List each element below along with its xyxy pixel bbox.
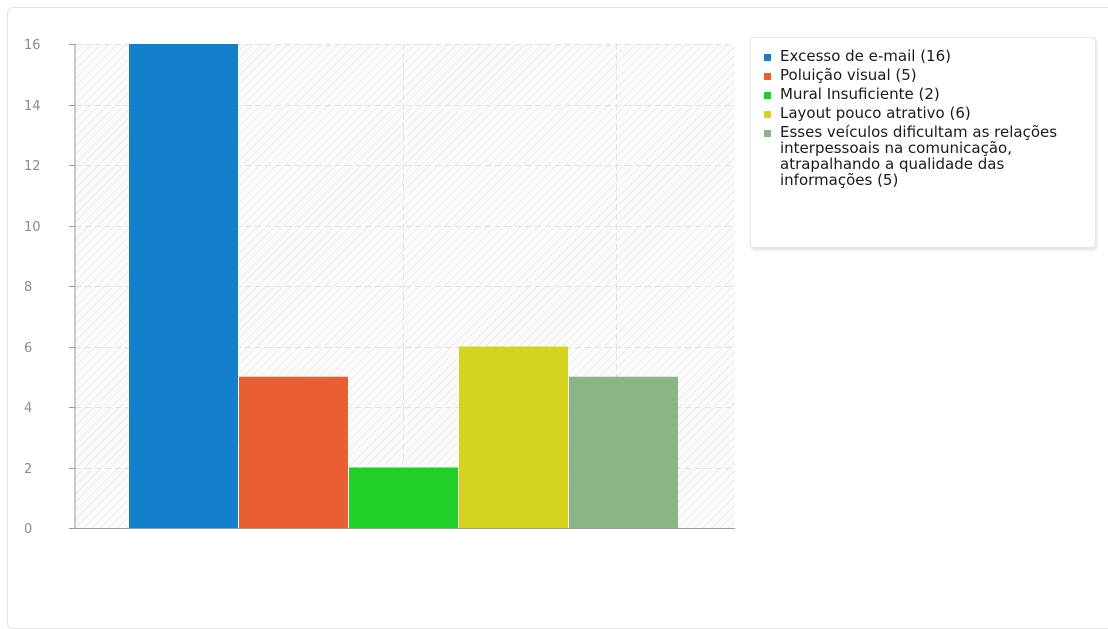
bar[interactable] — [569, 376, 678, 528]
y-tick-label: 8 — [24, 280, 32, 295]
legend-label: Excesso de e-mail (16) — [780, 47, 951, 65]
legend-item[interactable]: Esses veículos dificultam as relações in… — [761, 124, 1087, 188]
y-tick-label: 12 — [24, 159, 41, 174]
y-tick-label: 6 — [24, 341, 32, 356]
legend: Excesso de e-mail (16) Poluição visual (… — [750, 37, 1096, 248]
y-tick-label: 14 — [24, 99, 41, 114]
legend-item[interactable]: Excesso de e-mail (16) — [761, 48, 1087, 64]
bar[interactable] — [349, 467, 458, 529]
legend-swatch — [764, 130, 771, 137]
y-tick-label: 2 — [24, 462, 32, 477]
legend-label: Esses veículos dificultam as relações in… — [780, 123, 1058, 189]
legend-label: Poluição visual (5) — [780, 66, 917, 84]
legend-swatch — [764, 92, 771, 99]
y-tick-label: 0 — [24, 522, 32, 537]
legend-item[interactable]: Mural Insuficiente (2) — [761, 86, 1087, 102]
legend-label: Layout pouco atrativo (6) — [780, 104, 971, 122]
bar[interactable] — [239, 376, 348, 528]
legend-swatch — [764, 111, 771, 118]
legend-label: Mural Insuficiente (2) — [780, 85, 940, 103]
legend-item[interactable]: Layout pouco atrativo (6) — [761, 105, 1087, 121]
bars — [129, 44, 678, 528]
y-tick-label: 16 — [24, 38, 41, 53]
bar[interactable] — [459, 346, 568, 529]
y-tick-label: 10 — [24, 220, 41, 235]
bar[interactable] — [129, 44, 238, 528]
y-tick-label: 4 — [24, 401, 32, 416]
bar-chart: 0 2 4 6 8 10 12 14 16 — [24, 38, 735, 537]
legend-swatch — [764, 54, 771, 61]
legend-swatch — [764, 73, 771, 80]
y-axis-ticks: 0 2 4 6 8 10 12 14 16 — [24, 38, 75, 537]
legend-item[interactable]: Poluição visual (5) — [761, 67, 1087, 83]
